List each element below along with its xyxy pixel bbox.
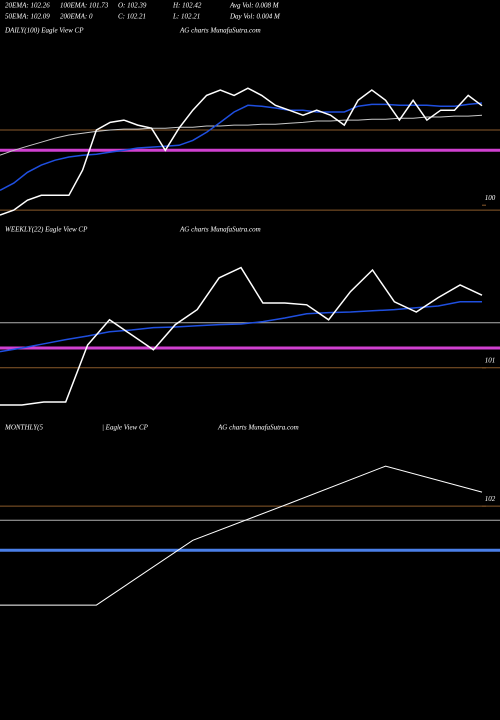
header-stat: 50EMA: 102.09 xyxy=(5,13,50,21)
price-line xyxy=(0,102,483,191)
header-stat: Day Vol: 0.004 M xyxy=(229,13,281,21)
y-tick-label: 100 xyxy=(485,194,496,202)
header-stat: 100EMA: 101.73 xyxy=(60,2,109,10)
header-stat: 20EMA: 102.26 xyxy=(5,2,50,10)
header-stat: C: 102.21 xyxy=(118,13,146,21)
header-stat: L: 102.21 xyxy=(172,13,200,21)
y-tick-label: 101 xyxy=(485,356,496,364)
watermark: AG charts MunafaSutra.com xyxy=(179,226,261,234)
y-tick-label: 102 xyxy=(485,495,496,503)
price-line xyxy=(0,266,483,406)
header-stat: 200EMA: 0 xyxy=(60,13,93,21)
watermark: AG charts MunafaSutra.com xyxy=(179,27,261,35)
price-line xyxy=(0,301,482,353)
panel-title: MONTHLY(5 xyxy=(4,424,43,432)
panel-title: WEEKLY(22) Eagle View CP xyxy=(5,226,88,234)
watermark: AG charts MunafaSutra.com xyxy=(217,424,299,432)
panel-title: | Eagle View CP xyxy=(102,424,149,432)
header-stat: Avg Vol: 0.008 M xyxy=(229,2,280,10)
panel-title: DAILY(100) Eagle View CP xyxy=(4,27,84,35)
price-line xyxy=(0,114,483,156)
header-stat: H: 102.42 xyxy=(172,2,202,10)
header-stat: O: 102.39 xyxy=(118,2,147,10)
price-line xyxy=(0,87,483,216)
price-line xyxy=(0,465,483,606)
